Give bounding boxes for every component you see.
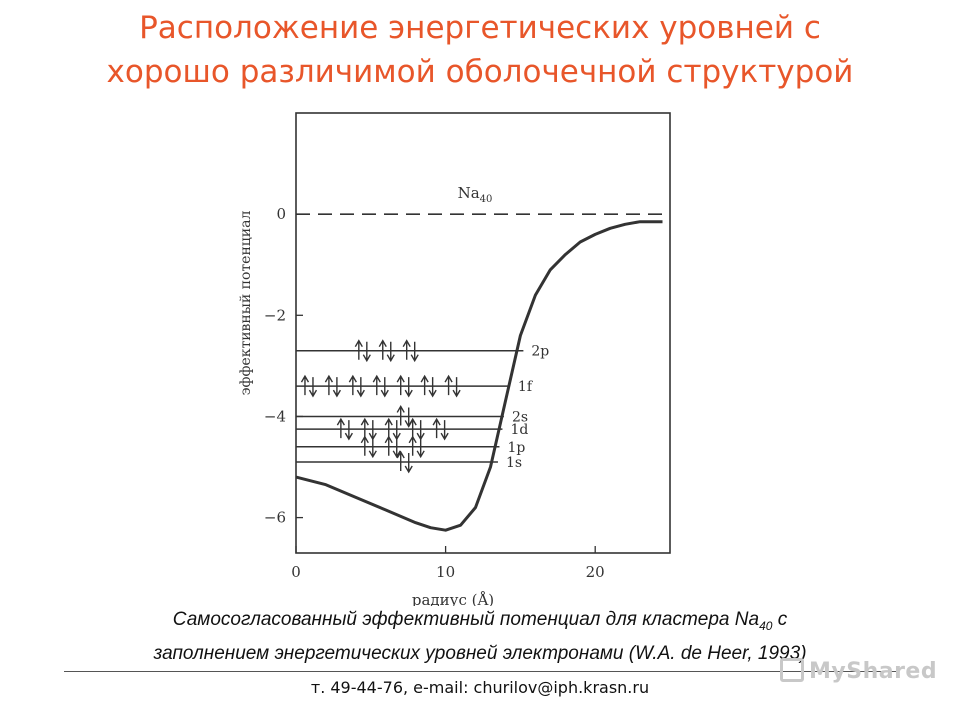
watermark-logo-icon (780, 658, 804, 682)
spin-down-arrow (392, 437, 401, 459)
y-tick-label: −2 (264, 306, 286, 324)
level-label-2s: 2s (512, 409, 528, 425)
spin-up-arrow (324, 374, 334, 396)
x-tick-label: 20 (586, 563, 605, 581)
spin-down-arrow (332, 377, 342, 398)
spin-up-arrow (396, 405, 405, 426)
spin-up-arrow (408, 435, 417, 456)
y-tick-label: −6 (264, 509, 286, 527)
spin-up-arrow (402, 339, 411, 360)
spin-down-arrow (410, 341, 419, 363)
spin-down-arrow (344, 420, 353, 441)
spin-down-arrow (386, 341, 395, 363)
figure-caption: Самосогласованный эффективный потенциал … (40, 606, 920, 667)
spin-up-arrow (420, 374, 429, 396)
spin-down-arrow (404, 452, 413, 474)
spin-up-arrow (384, 435, 393, 456)
spin-down-arrow (440, 420, 449, 441)
spin-up-arrow (444, 374, 453, 396)
level-label-1d: 1d (510, 422, 528, 438)
spin-down-arrow (362, 341, 371, 363)
level-label-2p: 2p (531, 344, 549, 360)
caption-part1: Самосогласованный эффективный потенциал … (172, 609, 760, 630)
y-tick-label: 0 (276, 205, 286, 223)
spin-up-arrow (396, 374, 405, 396)
effective-potential-chart: 0 −2 −4 −6 0 10 20 радиус (Å) эффективный потенц… (238, 112, 671, 606)
spin-up-arrow (300, 374, 310, 396)
footer-divider (64, 671, 896, 672)
spin-up-arrow (432, 417, 441, 439)
spin-down-arrow (452, 377, 461, 398)
contact-footer: т. 49-44-76, e-mail: churilov@iph.krasn.… (310, 678, 650, 697)
x-tick-label: 10 (436, 563, 455, 581)
spin-down-arrow (428, 377, 437, 398)
caption-part2: с (772, 609, 788, 630)
x-tick-label: 0 (291, 563, 301, 581)
spin-up-arrow (396, 450, 405, 471)
spin-up-arrow (408, 417, 417, 439)
spin-down-arrow (404, 377, 413, 398)
spin-up-arrow (336, 417, 345, 439)
spin-up-arrow (354, 339, 363, 360)
plot-frame (295, 112, 671, 554)
level-label-1p: 1p (507, 440, 525, 456)
caption-line2: заполнением энергетических уровней элект… (153, 642, 807, 664)
spin-up-arrow (372, 374, 381, 396)
y-axis-label: эффективный потенциал (238, 211, 254, 396)
spin-up-arrow (384, 417, 393, 439)
watermark-text: MyShared (809, 659, 938, 684)
y-tick-label: −4 (264, 407, 286, 425)
spin-down-arrow (308, 377, 318, 398)
slide-title-line1: Расположение энергетических уровней с (139, 10, 821, 46)
level-label-1s: 1s (506, 455, 522, 471)
x-axis-label: радиус (Å) (412, 591, 494, 606)
spin-up-arrow (360, 417, 369, 439)
slide-title-line2: хорошо различимой оболочечной структурой (106, 54, 854, 90)
cluster-label: Na40 (458, 184, 493, 205)
slide-title: Расположение энергетических уровней с хо… (0, 6, 960, 94)
level-label-1f: 1f (518, 379, 534, 395)
caption-subscript: 40 (759, 618, 773, 633)
spin-up-arrow (378, 339, 387, 360)
watermark: MyShared (780, 658, 937, 684)
spin-down-arrow (416, 437, 425, 459)
spin-up-arrow (348, 374, 357, 396)
potential-curve (295, 220, 663, 532)
spin-down-arrow (380, 377, 389, 398)
spin-down-arrow (356, 377, 365, 398)
spin-down-arrow (368, 437, 377, 459)
spin-up-arrow (360, 435, 369, 456)
